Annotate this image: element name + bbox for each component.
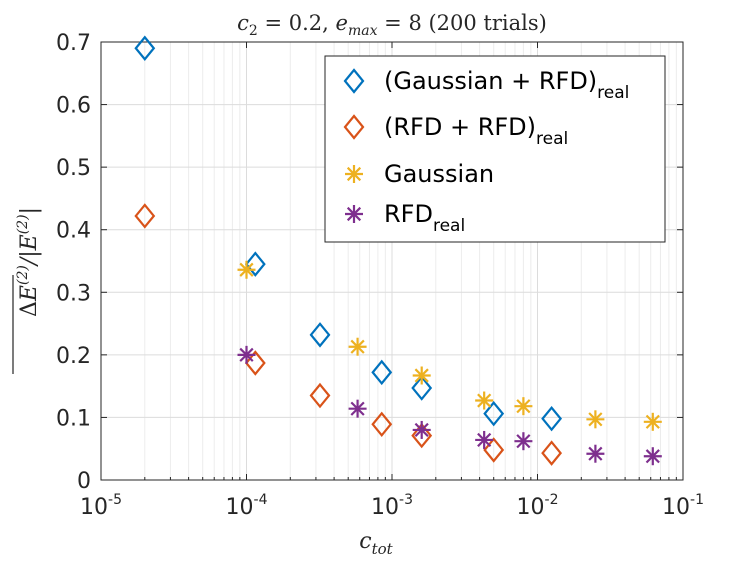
legend-label-2: (RFD + RFD)real xyxy=(384,113,568,149)
ticks-layer: 10-5 10-4 10-3 10-2 10-1 0 0.1 0.2 0.3 0.4 0.5 0.6 0… xyxy=(56,31,704,520)
x-tick-label: 10-2 xyxy=(517,492,559,520)
legend: (Gaussian + RFD)real (RFD + RFD)real Gauss… xyxy=(324,55,666,243)
data-point-series-1 xyxy=(541,405,563,432)
asterisk-stroke xyxy=(350,401,365,416)
data-point-series-4 xyxy=(412,420,431,439)
data-point-series-3 xyxy=(643,412,662,431)
data-point-series-1 xyxy=(134,35,156,61)
asterisk-stroke xyxy=(346,206,362,222)
data-point-series-4 xyxy=(643,447,662,466)
y-tick-label: 0.6 xyxy=(56,94,91,119)
data-point-series-2 xyxy=(309,382,331,409)
data-point-series-4 xyxy=(475,430,494,449)
legend-label-1: (Gaussian + RFD)real xyxy=(384,67,629,103)
x-tick-label: 10-3 xyxy=(371,492,413,520)
x-tick-label: 10-1 xyxy=(662,492,704,520)
legend-box xyxy=(324,55,666,243)
asterisk-stroke xyxy=(645,414,660,429)
y-tick-label: 0.4 xyxy=(56,219,91,244)
data-point-series-2 xyxy=(371,411,393,438)
asterisk-stroke xyxy=(350,339,365,354)
legend-marker-3 xyxy=(345,165,363,183)
marks-layer xyxy=(134,35,662,466)
y-tick-label: 0.1 xyxy=(56,406,91,431)
chart-title: c2 = 0.2, emax = 8 (200 trials) xyxy=(237,11,547,39)
asterisk-stroke xyxy=(588,446,603,461)
y-tick-label: 0.7 xyxy=(56,31,91,56)
data-point-series-1 xyxy=(244,251,266,277)
data-point-series-1 xyxy=(371,359,393,386)
x-tick-label: 10-4 xyxy=(226,492,268,520)
legend-marker-4 xyxy=(345,205,363,223)
data-point-series-2 xyxy=(541,440,563,466)
legend-label-4: RFDreal xyxy=(384,200,465,236)
data-point-series-4 xyxy=(348,399,367,418)
legend-entries: (Gaussian + RFD)real (RFD + RFD)real Gauss… xyxy=(343,67,629,236)
data-point-series-3 xyxy=(412,366,431,385)
data-point-series-4 xyxy=(514,432,533,451)
data-point-series-4 xyxy=(586,444,605,463)
y-tick-label: 0.5 xyxy=(56,156,91,181)
legend-marker-1 xyxy=(343,68,365,94)
data-point-series-2 xyxy=(411,422,433,449)
data-point-series-1 xyxy=(411,375,433,401)
data-point-series-2 xyxy=(244,350,266,376)
y-tick-label: 0 xyxy=(77,469,91,494)
asterisk-stroke xyxy=(414,422,429,438)
legend-marker-2 xyxy=(343,114,365,140)
asterisk-stroke xyxy=(414,368,429,383)
asterisk-stroke xyxy=(516,434,531,449)
data-point-series-1 xyxy=(483,400,505,427)
data-point-series-3 xyxy=(475,391,494,410)
asterisk-stroke xyxy=(588,412,603,427)
asterisk-stroke xyxy=(645,449,660,464)
data-point-series-3 xyxy=(514,397,533,416)
x-axis-label: ctot xyxy=(359,529,393,558)
data-point-series-4 xyxy=(237,345,256,364)
svg-text:ΔE(2)/|E(2)|: ΔE(2)/|E(2)| xyxy=(15,207,42,317)
x-tick-label: 10-5 xyxy=(80,492,122,520)
asterisk-stroke xyxy=(239,262,254,277)
data-point-series-2 xyxy=(483,437,505,463)
data-point-series-3 xyxy=(348,337,367,356)
y-tick-label: 0.2 xyxy=(56,344,91,369)
data-point-series-3 xyxy=(237,260,256,279)
asterisk-stroke xyxy=(346,166,362,182)
legend-label-3: Gaussian xyxy=(384,160,494,188)
data-point-series-2 xyxy=(134,203,156,229)
asterisk-stroke xyxy=(239,347,254,362)
asterisk-stroke xyxy=(477,432,492,448)
y-tick-label: 0.3 xyxy=(56,281,91,306)
data-point-series-1 xyxy=(309,322,331,348)
asterisk-stroke xyxy=(516,399,531,414)
asterisk-stroke xyxy=(477,393,492,408)
y-axis-label: ΔE(2)/|E(2)| xyxy=(12,207,42,374)
data-point-series-3 xyxy=(586,410,605,429)
